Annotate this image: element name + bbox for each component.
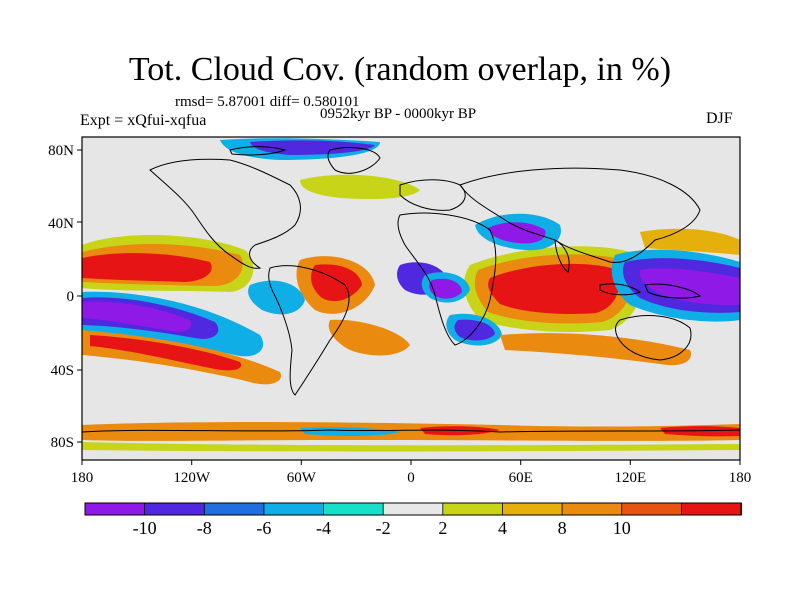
x-axis-tick-labels: 180 120W 60W 0 60E 120E 180	[71, 470, 752, 486]
colorbar-label: -4	[316, 518, 331, 538]
y-tick-label: 40S	[51, 363, 74, 379]
colorbar-label: -2	[376, 518, 391, 538]
x-tick-label: 180	[71, 470, 94, 486]
colorbar-swatches	[84, 502, 742, 516]
coastlines	[82, 146, 740, 433]
colorbar-swatch	[561, 502, 623, 516]
map-title: Tot. Cloud Cov. (random overlap, in %)	[128, 51, 672, 88]
colorbar-label: -8	[197, 518, 212, 538]
x-tick-label: 60W	[287, 470, 317, 486]
colorbar-frame	[84, 502, 742, 516]
colorbar-swatch	[442, 502, 504, 516]
colorbar-swatch	[382, 502, 444, 516]
colorbar-swatch	[621, 502, 683, 516]
x-axis-ticks	[81, 460, 741, 465]
y-tick-label: 0	[67, 289, 75, 305]
x-tick-label: 120E	[614, 470, 646, 486]
colorbar-label: 2	[438, 518, 447, 538]
x-tick-label: 120W	[173, 470, 211, 486]
colorbar-label: 10	[613, 518, 631, 538]
y-axis-ticks	[77, 149, 82, 443]
colorbar-swatch	[502, 502, 563, 516]
colorbar-swatch	[323, 502, 385, 516]
y-axis-tick-labels: 80N 40N 0 40S 80S	[48, 143, 74, 451]
x-tick-label: 180	[729, 470, 752, 486]
season-label: DJF	[706, 110, 733, 127]
y-tick-label: 80N	[48, 143, 74, 159]
colorbar-label: -10	[133, 518, 157, 538]
colorbar-swatch	[203, 502, 265, 516]
colorbar-label: 4	[498, 518, 507, 538]
y-tick-label: 40N	[48, 216, 74, 232]
rmsd-diff-stats: rmsd= 5.87001 diff= 0.580101	[175, 94, 360, 110]
colorbar-swatch	[680, 502, 742, 516]
colorbar-swatch	[84, 502, 146, 516]
x-tick-label: 60E	[509, 470, 533, 486]
colorbar-labels: -10 -8 -6 -4 -2 2 4 8 10	[133, 518, 631, 538]
experiment-label: Expt = xQfui-xqfua	[80, 112, 207, 129]
anomaly-field	[82, 138, 740, 452]
colorbar-swatch	[144, 502, 206, 516]
period-label: 0952kyr BP - 0000kyr BP	[320, 106, 477, 122]
y-tick-label: 80S	[51, 435, 74, 451]
colorbar-swatch	[263, 502, 325, 516]
colorbar-label: 8	[558, 518, 567, 538]
colorbar-label: -6	[256, 518, 271, 538]
x-tick-label: 0	[407, 470, 415, 486]
